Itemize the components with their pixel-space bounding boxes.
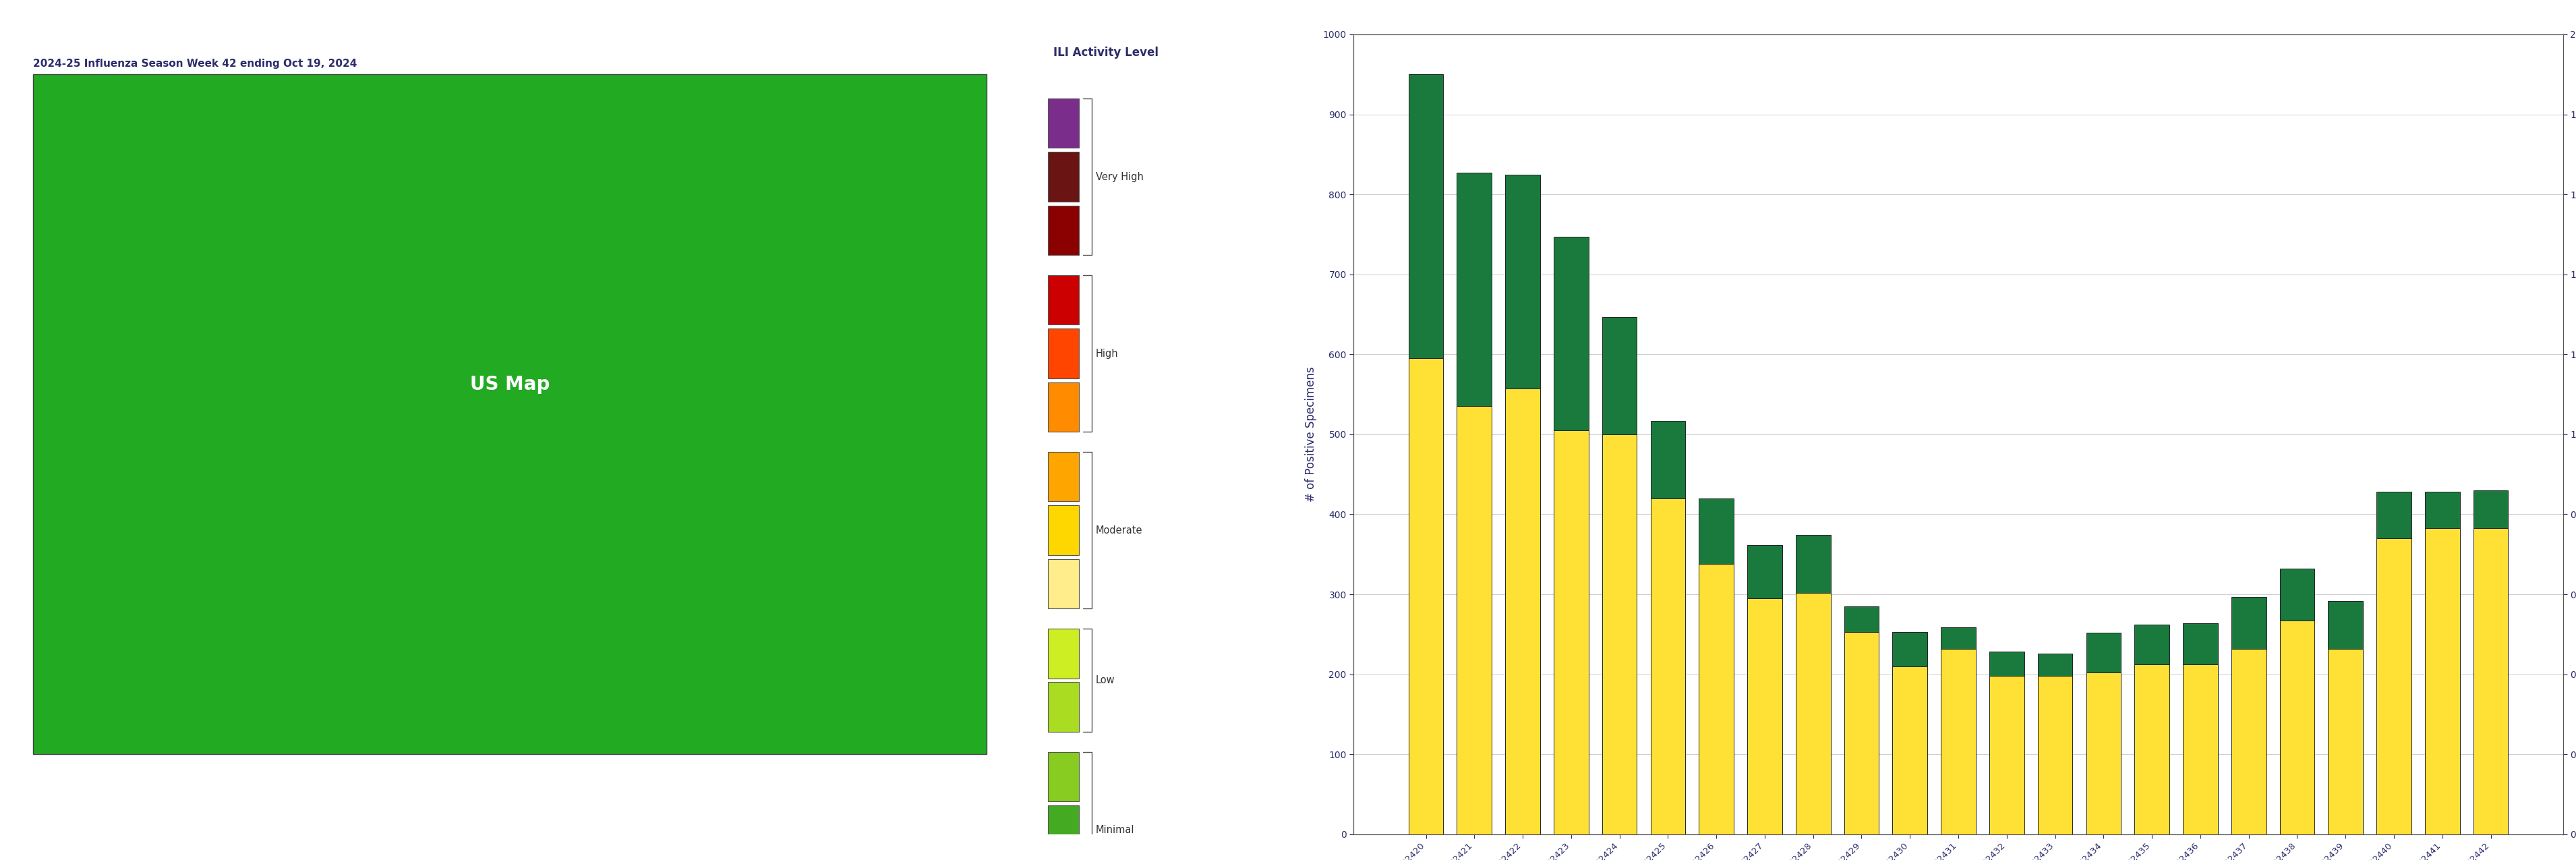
Bar	[2182, 623, 2218, 665]
Bar	[1048, 752, 1079, 802]
Bar	[1048, 806, 1079, 855]
Bar	[2329, 600, 2362, 648]
Bar	[1844, 606, 1878, 632]
Text: US Map: US Map	[469, 375, 549, 394]
Bar	[1048, 629, 1079, 679]
Y-axis label: # of Positive Specimens: # of Positive Specimens	[1306, 366, 1316, 502]
Bar	[2329, 648, 2362, 834]
Bar	[2424, 492, 2460, 528]
Bar	[2473, 490, 2509, 528]
Bar	[1651, 498, 1685, 834]
Text: 2024-25 Influenza Season Week 42 ending Oct 19, 2024: 2024-25 Influenza Season Week 42 ending …	[33, 58, 355, 69]
Bar	[1553, 237, 1589, 430]
Bar	[2280, 568, 2316, 621]
Bar	[1700, 564, 1734, 834]
Bar	[1989, 652, 2025, 676]
Text: Very High: Very High	[1095, 172, 1144, 181]
Bar	[1795, 535, 1832, 593]
Text: Low: Low	[1095, 675, 1115, 685]
Bar	[1940, 648, 1976, 834]
Bar	[1844, 632, 1878, 834]
Bar	[2231, 648, 2267, 834]
Text: High: High	[1095, 348, 1118, 359]
Bar	[1504, 175, 1540, 389]
Bar	[1048, 206, 1079, 255]
Bar	[2231, 597, 2267, 648]
Bar	[1409, 75, 1443, 359]
Bar	[1048, 452, 1079, 501]
Text: Moderate: Moderate	[1095, 525, 1144, 535]
Bar	[1409, 359, 1443, 834]
Bar	[1504, 389, 1540, 834]
Bar	[1048, 98, 1079, 148]
Bar	[2038, 676, 2074, 834]
Bar	[1048, 559, 1079, 609]
Bar	[1747, 544, 1783, 599]
Bar	[1048, 682, 1079, 732]
Bar	[1795, 593, 1832, 834]
Bar	[1458, 173, 1492, 406]
Bar	[1700, 498, 1734, 564]
Bar	[2473, 528, 2509, 834]
Bar	[1048, 275, 1079, 325]
Bar	[1747, 599, 1783, 834]
Bar	[2136, 665, 2169, 834]
Bar	[1893, 666, 1927, 834]
Bar	[1048, 383, 1079, 432]
Bar	[1458, 406, 1492, 834]
Bar	[1651, 421, 1685, 498]
Bar	[2038, 654, 2074, 676]
Bar	[2182, 665, 2218, 834]
Bar	[1940, 627, 1976, 648]
Bar	[2087, 633, 2120, 673]
Bar	[1048, 329, 1079, 378]
Bar	[1048, 859, 1079, 860]
Bar	[2378, 492, 2411, 538]
Bar	[2136, 624, 2169, 665]
Text: ILI Activity Level: ILI Activity Level	[1054, 46, 1159, 58]
Bar	[1893, 632, 1927, 666]
Bar	[2087, 673, 2120, 834]
Bar	[2378, 538, 2411, 834]
Bar	[2424, 528, 2460, 834]
FancyBboxPatch shape	[33, 75, 987, 754]
Bar	[1048, 152, 1079, 201]
Text: Minimal: Minimal	[1095, 825, 1133, 835]
Bar	[1048, 506, 1079, 555]
Bar	[1602, 316, 1636, 434]
Bar	[1553, 430, 1589, 834]
Bar	[2280, 621, 2316, 834]
Bar	[1602, 434, 1636, 834]
Bar	[1989, 676, 2025, 834]
